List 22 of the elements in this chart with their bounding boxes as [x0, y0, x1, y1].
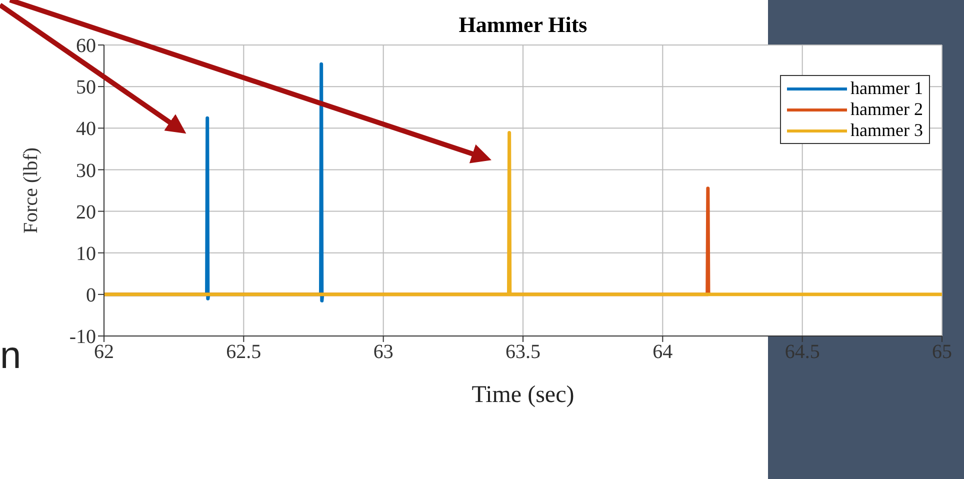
y-tick-label: 0	[86, 284, 96, 307]
x-tick-label: 65	[932, 341, 952, 364]
x-tick-label: 64.5	[784, 341, 820, 364]
y-axis-title: Force (lbf)	[20, 147, 42, 234]
x-tick-label: 62	[94, 341, 114, 364]
y-tick-label: 10	[76, 242, 96, 265]
y-tick-label: -10	[69, 326, 96, 348]
x-tick-label: 63.5	[506, 341, 540, 364]
x-axis-title: Time (sec)	[472, 382, 574, 408]
legend-label: hammer 3	[850, 120, 923, 141]
y-tick-label: 20	[76, 201, 96, 224]
y-tick-label: 60	[76, 35, 96, 58]
legend-label: hammer 2	[850, 99, 923, 120]
y-tick-label: 30	[76, 160, 96, 182]
x-tick-label: 63	[373, 341, 394, 364]
legend-label: hammer 1	[850, 78, 923, 99]
y-tick-label: 50	[76, 76, 96, 99]
text: n	[0, 335, 22, 378]
x-tick-label: 64	[652, 341, 673, 364]
chart-title: Hammer Hits	[458, 12, 588, 38]
y-tick-label: 40	[76, 118, 96, 140]
x-tick-label: 62.5	[226, 341, 262, 364]
